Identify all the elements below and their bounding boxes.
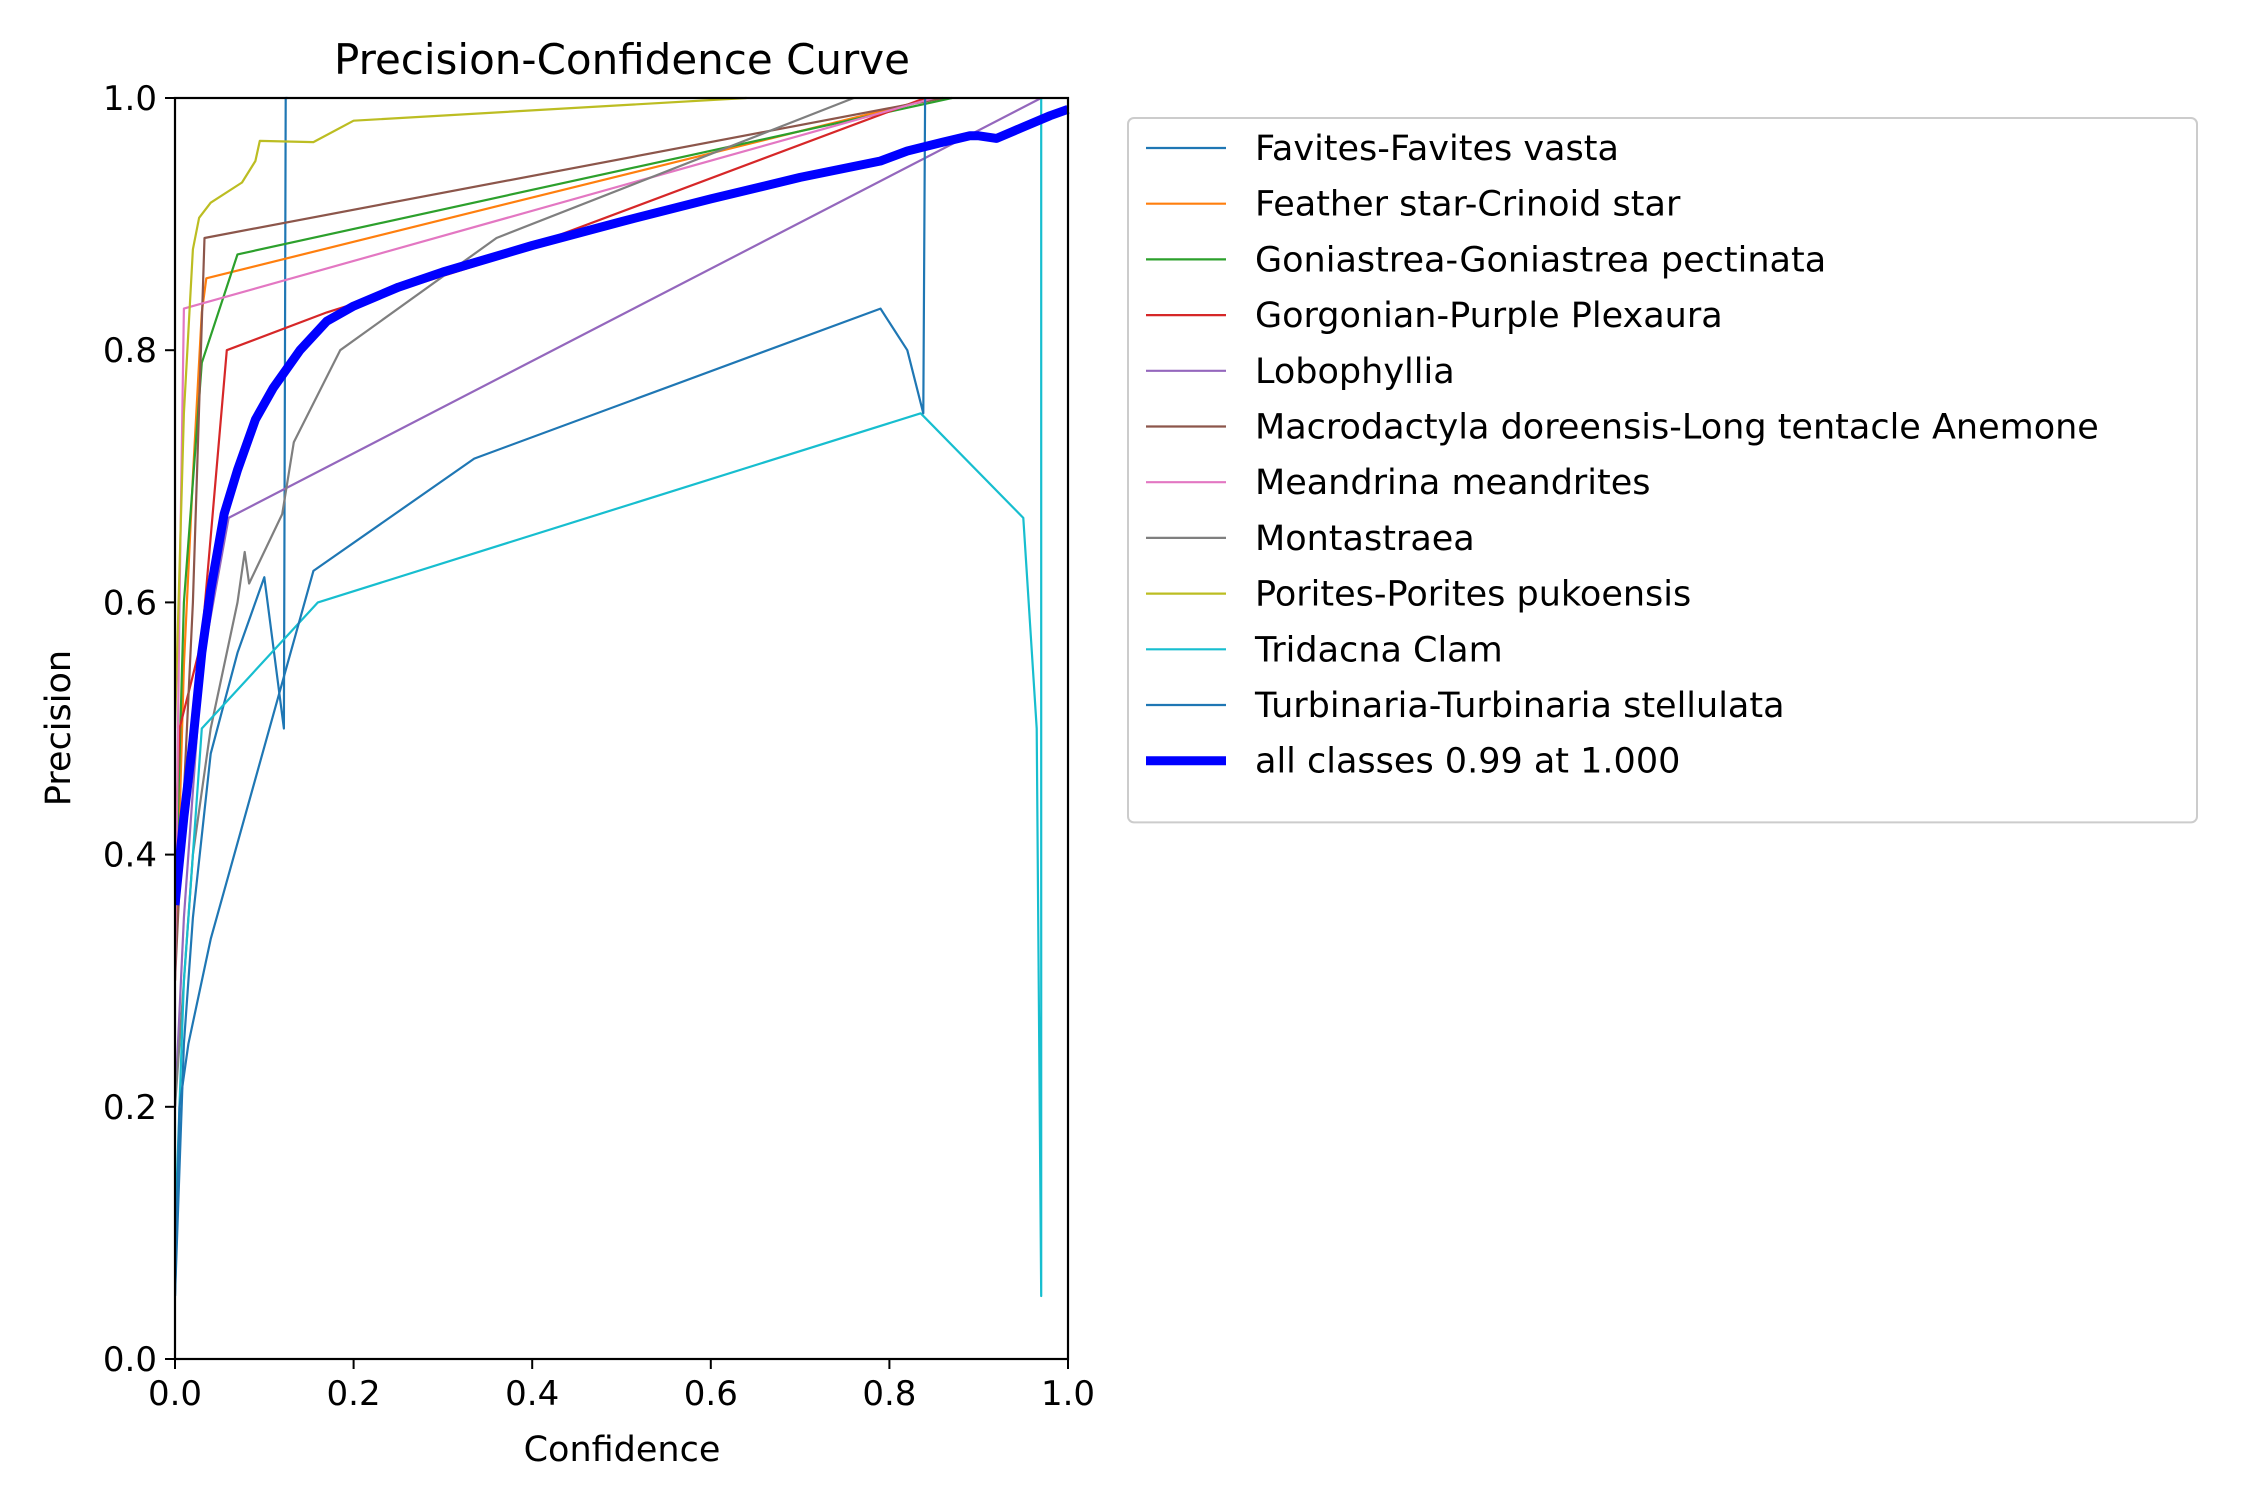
x-tick-label: 0.0	[148, 1374, 202, 1414]
legend-entry: Macrodactyla doreensis-Long tentacle Ane…	[1255, 408, 2099, 448]
y-tick-label: 0.0	[103, 1340, 157, 1380]
chart-title: Precision-Confidence Curve	[334, 35, 910, 84]
legend-entry: Porites-Porites pukoensis	[1255, 575, 1691, 615]
y-tick-label: 0.2	[103, 1088, 157, 1128]
y-tick-label: 1.0	[103, 79, 157, 119]
legend-entry: Montastraea	[1255, 519, 1475, 559]
legend-entry: Goniastrea-Goniastrea pectinata	[1255, 240, 1826, 280]
y-tick-label: 0.4	[103, 836, 157, 876]
legend-entry: Feather star-Crinoid star	[1255, 185, 1681, 225]
y-tick-label: 0.6	[103, 583, 157, 623]
y-axis-label: Precision	[39, 650, 79, 806]
legend-entry: Tridacna Clam	[1254, 630, 1503, 670]
series-line-1	[175, 96, 288, 1297]
legend-entry: Turbinaria-Turbinaria stellulata	[1254, 686, 1785, 726]
series-line-8	[175, 96, 855, 1107]
plot-frame	[173, 96, 1070, 1361]
series-line-10	[175, 98, 1043, 1298]
series-line-11	[175, 97, 927, 1297]
x-tick-label: 0.8	[862, 1374, 916, 1414]
x-tick-label: 0.6	[684, 1374, 738, 1414]
x-tick-label: 1.0	[1041, 1374, 1095, 1414]
y-tick-label: 0.8	[103, 331, 157, 371]
x-tick-label: 0.4	[505, 1374, 559, 1414]
legend-entry: Favites-Favites vasta	[1255, 129, 1619, 169]
series-layer	[175, 96, 1070, 1298]
series-line-12	[175, 105, 1070, 906]
series-line-9	[175, 96, 747, 729]
legend-box	[1127, 117, 2198, 824]
axis-ticks: 0.0 0.2 0.4 0.6 0.8 1.0 0.0 0.2 0.4 0.6 0.8 1.0	[103, 79, 1095, 1414]
legend-entry: Meandrina meandrites	[1255, 463, 1651, 503]
legend-entry: all classes 0.99 at 1.000	[1255, 742, 1680, 782]
x-tick-label: 0.2	[327, 1374, 381, 1414]
x-axis-label: Confidence	[524, 1430, 721, 1470]
legend: Favites-Favites vasta Feather star-Crinoi…	[1127, 117, 2198, 824]
series-line-3	[175, 96, 953, 918]
legend-entry: Gorgonian-Purple Plexaura	[1255, 296, 1723, 336]
legend-entry: Lobophyllia	[1255, 352, 1455, 392]
